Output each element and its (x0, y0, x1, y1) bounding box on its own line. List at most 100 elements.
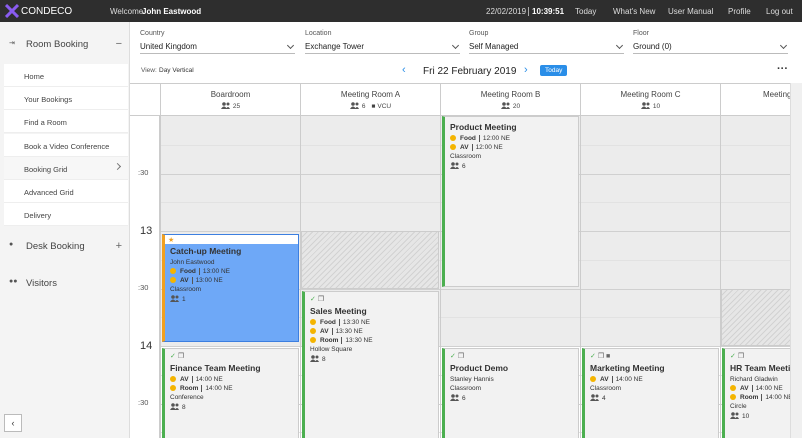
nav-section[interactable]: ⇥ Room Booking − (0, 30, 130, 60)
service-dot (730, 394, 736, 401)
grid-line (160, 317, 790, 319)
people-icon (220, 102, 230, 109)
nav-icon: ● (9, 241, 14, 248)
nav-item[interactable]: Advanced Grid (4, 180, 128, 203)
service-detail: 13:30 NE (331, 327, 363, 335)
nav-title: Room Booking (26, 39, 89, 50)
today-button[interactable]: Today (540, 65, 568, 76)
nav-section[interactable]: ●● Visitors (0, 269, 130, 299)
column-line (300, 116, 301, 438)
room-header: Meeting (720, 84, 790, 116)
booking-icons: ★ (165, 235, 298, 245)
service-dot (170, 277, 176, 284)
service-name: Room (180, 385, 199, 393)
nav-item[interactable]: Home (4, 64, 128, 87)
booking-icons: ✓ ❐ (730, 353, 745, 361)
filter-value: Ground (0) (633, 42, 672, 51)
current-date: Fri 22 February 2019 (423, 66, 517, 77)
booking-layout: Classroom (170, 286, 202, 294)
booking-icons: ✓ ❐ (170, 353, 185, 361)
people-icon (310, 354, 319, 362)
room-capacity: 25 (161, 102, 300, 110)
filter-dropdown[interactable]: Group Self Managed (469, 30, 624, 54)
nav-toggle[interactable]: + (115, 240, 122, 252)
booking[interactable]: ★ Catch-up Meeting John Eastwood Food 13:00 … (162, 234, 299, 342)
top-link[interactable]: Today (575, 7, 597, 16)
chevron (779, 41, 788, 50)
booking-attendees: 4 (590, 394, 713, 402)
people-icon (450, 394, 459, 402)
filter-value: United Kingdom (140, 42, 197, 51)
booking[interactable]: ✓ ❐ Product Demo Stanley Hannis Classroom 6 (442, 348, 579, 438)
column-line (160, 116, 161, 438)
top-bar: CONDECO Welcome John Eastwood 22/02/2019… (0, 0, 802, 22)
booking-title: Catch-up Meeting (170, 246, 242, 257)
booking-title: HR Team Meeting (730, 363, 790, 374)
service-name: AV (460, 144, 469, 151)
service-name: AV (180, 376, 189, 384)
service-dot (310, 327, 316, 334)
people-icon (500, 102, 510, 109)
service-detail: 13:00 NE (191, 277, 223, 285)
filter-dropdown[interactable]: Floor Ground (0) (633, 30, 788, 54)
next-day[interactable]: › (524, 64, 528, 76)
prev-day[interactable]: ‹ (402, 64, 406, 76)
booking-attendees: 6 (450, 162, 573, 170)
booking-service: AV 13:00 NE (170, 277, 293, 285)
nav-toggle[interactable]: − (115, 38, 122, 50)
booking-title: Finance Team Meeting (170, 363, 261, 374)
service-dot (450, 135, 456, 141)
grid-line (160, 346, 790, 347)
nav-section[interactable]: ● Desk Booking + (0, 232, 130, 262)
more-menu[interactable]: ··· (777, 63, 788, 75)
booking[interactable]: ✓ ❐ Sales Meeting Food 13:30 NE AV 13:30 NE Ro… (302, 290, 439, 438)
booking[interactable]: Product Meeting Food 12:00 NE AV 12:00 NE Cla… (442, 116, 579, 287)
top-link[interactable]: Profile (728, 7, 751, 16)
time-label: 14 (140, 340, 153, 352)
booking-title: Product Meeting (450, 122, 517, 132)
booking-attendees: 10 (730, 412, 790, 420)
service-detail: 14:00 NE (201, 385, 233, 393)
filter-dropdown[interactable]: Country United Kingdom (140, 30, 295, 54)
chevron (451, 41, 460, 50)
collapse-button[interactable]: ‹ (4, 414, 22, 432)
booking[interactable]: ✓ ❐ ■ Marketing Meeting AV 14:00 NE Classroo… (582, 348, 719, 438)
clock: 10:39:51 (528, 7, 564, 16)
grid-line (160, 288, 790, 290)
filter-dropdown[interactable]: Location Exchange Tower (305, 30, 460, 54)
people-icon (730, 412, 739, 420)
nav-icon: ●● (9, 278, 18, 285)
filter-value: Exchange Tower (305, 42, 364, 51)
top-link[interactable]: User Manual (668, 7, 714, 16)
room-name: Meeting Room A (340, 90, 401, 99)
people-icon (450, 162, 459, 169)
nav-item[interactable]: Find a Room (4, 110, 128, 134)
filter-value: Self Managed (469, 42, 519, 51)
booking-layout: Hollow Square (310, 345, 353, 353)
booking-layout: Classroom (450, 385, 482, 393)
booking[interactable]: ✓ ❐HR Team MeetingRichard GladwinAV14:00… (722, 348, 790, 438)
nav-item[interactable]: Booking Grid (4, 156, 128, 180)
capacity-value: 20 (512, 103, 521, 110)
nav-item[interactable]: Book a Video Conference (4, 133, 128, 157)
nav-title: Desk Booking (26, 241, 85, 252)
view-select[interactable]: Day Vertical (159, 67, 194, 74)
booking[interactable]: ✓ ❐ Finance Team Meeting AV 14:00 NE Room 14:… (162, 348, 299, 438)
chevron (615, 41, 624, 50)
service-name: Food (460, 135, 476, 142)
people-icon (170, 403, 179, 411)
attendee-count: 1 (182, 296, 186, 304)
top-link[interactable]: What's New (613, 7, 656, 16)
room-feature: VCU (377, 103, 392, 110)
nav-item[interactable]: Delivery (4, 203, 128, 227)
service-name: AV (740, 385, 749, 393)
brand: CONDECO (21, 6, 73, 17)
capacity-value: 6 (361, 103, 366, 110)
nav-item[interactable]: Your Bookings (4, 87, 128, 111)
service-detail: 14:00 NE (761, 394, 790, 402)
time-label: :30 (138, 282, 149, 292)
top-link[interactable]: Log out (766, 7, 793, 16)
attendee-count: 6 (462, 163, 466, 170)
booking-service: Food 13:30 NE (310, 318, 433, 326)
sidebar: ⇥ Room Booking − Home Your Bookings Find a Ro… (0, 22, 130, 438)
